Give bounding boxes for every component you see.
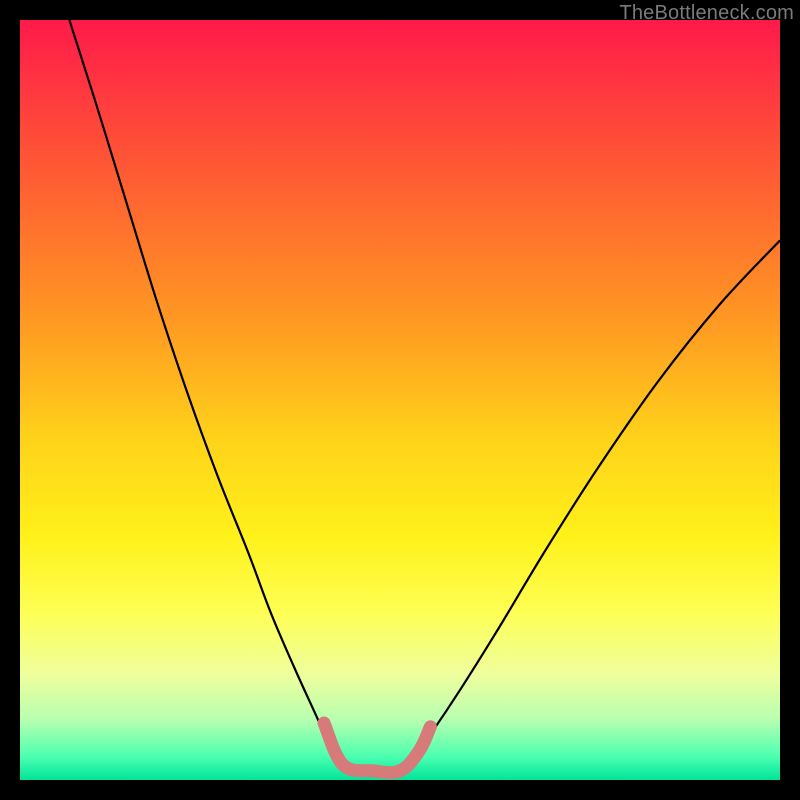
bottleneck-curve-right xyxy=(411,240,780,760)
highlight-band xyxy=(324,723,430,773)
watermark-text: TheBottleneck.com xyxy=(619,2,794,25)
chart-plot-area xyxy=(20,20,780,780)
chart-curves-layer xyxy=(20,20,780,780)
bottleneck-curve-left xyxy=(69,20,339,760)
